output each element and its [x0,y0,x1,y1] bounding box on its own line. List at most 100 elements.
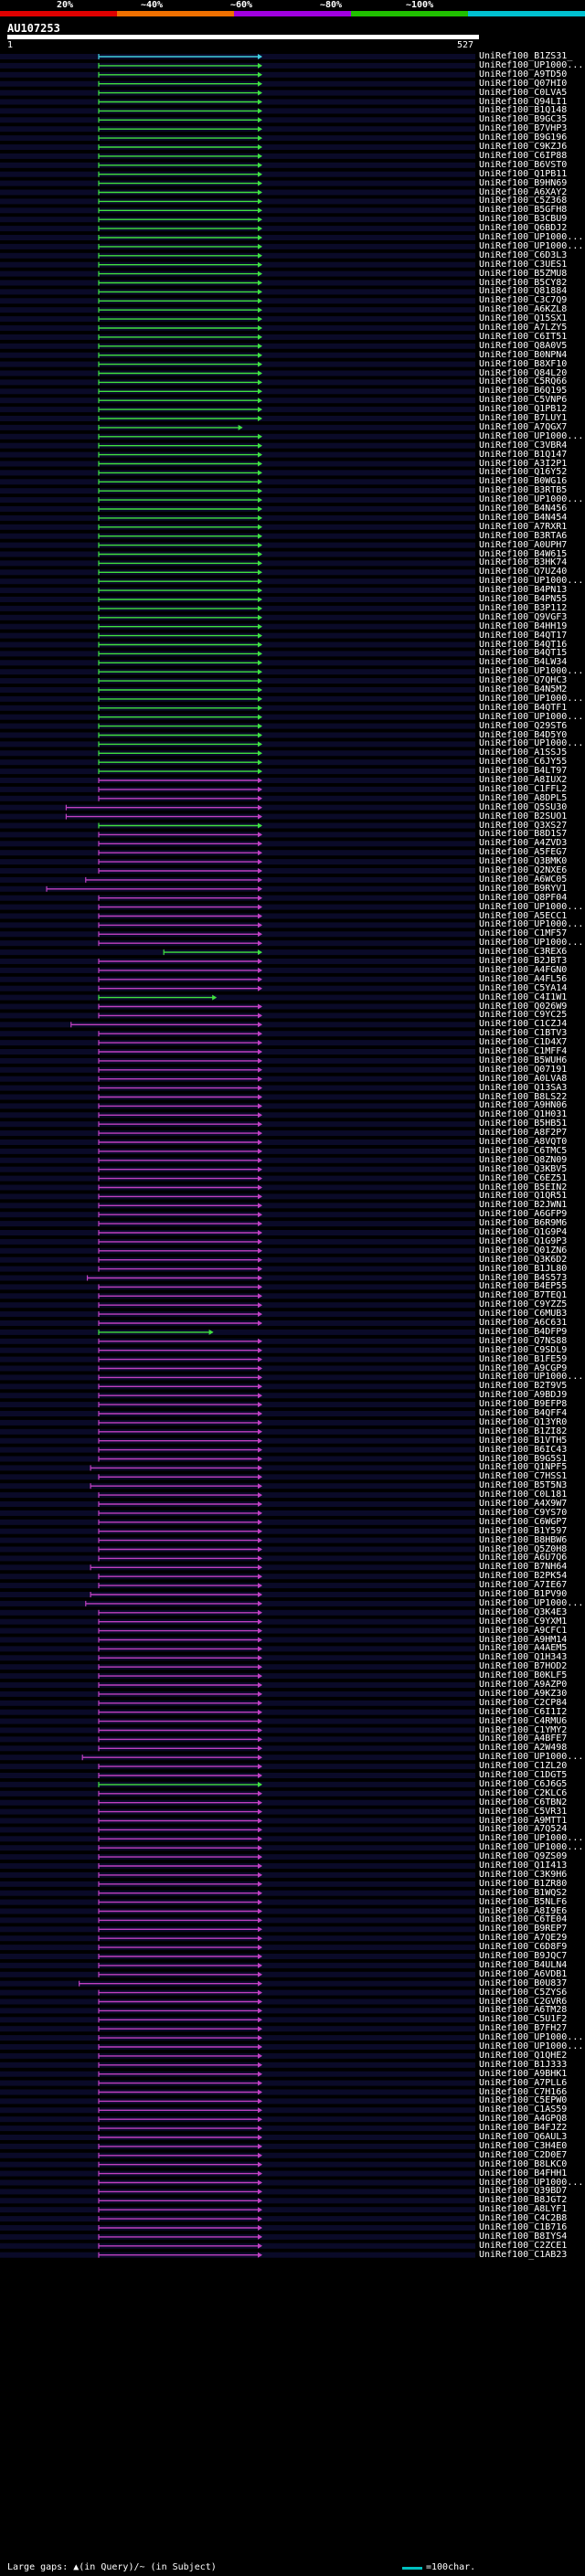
hit-label[interactable]: UniRef100_B4S573 [479,1272,568,1283]
hit-label[interactable]: UniRef100_UP1000... [479,2177,584,2188]
hit-label[interactable]: UniRef100_B1ZS31_ [479,51,573,61]
hit-label[interactable]: UniRef100_B9G196 [479,133,568,143]
hit-label[interactable]: UniRef100_A4X9W7 [479,1499,568,1509]
hit-label[interactable]: UniRef100_A4FGN0 [479,964,568,975]
hit-label[interactable]: UniRef100_C6D3L3 [479,249,568,260]
hit-label[interactable]: UniRef100_UP1000... [479,576,584,587]
hit-label[interactable]: UniRef100_C6TBN2 [479,1797,568,1807]
hit-label[interactable]: UniRef100_Q81884 [479,286,568,297]
hit-label[interactable]: UniRef100_B4QT15 [479,648,568,659]
hit-label[interactable]: UniRef100_UP1000... [479,2032,584,2043]
hit-label[interactable]: UniRef100_B1Q147 [479,449,568,460]
hit-label[interactable]: UniRef100_B1WQS2 [479,1887,568,1898]
hit-label[interactable]: UniRef100_UP1000... [479,1597,584,1608]
hit-label[interactable]: UniRef100_B8XF10 [479,358,568,369]
hit-label[interactable]: UniRef100_Q1QR51 [479,1191,568,1202]
hit-label[interactable]: UniRef100_C7H166 [479,2086,568,2097]
hit-label[interactable]: UniRef100_A9BDJ9 [479,1390,568,1401]
hit-label[interactable]: UniRef100_C1ZL20 [479,1761,568,1772]
hit-label[interactable]: UniRef100_A4ZVD3 [479,838,568,849]
hit-label[interactable]: UniRef100_B4PN55 [479,594,568,604]
hit-label[interactable]: UniRef100_A6TM28 [479,2005,568,2016]
hit-label[interactable]: UniRef100_C4RMU6 [479,1715,568,1726]
hit-label[interactable]: UniRef100_B1Q148 [479,105,568,116]
hit-label[interactable]: UniRef100_Q16Y52 [479,467,568,478]
hit-label[interactable]: UniRef100_A6KZL8 [479,304,568,315]
hit-label[interactable]: UniRef100_B5ZMU8 [479,268,568,279]
hit-label[interactable]: UniRef100_C5YA14 [479,982,568,993]
hit-label[interactable]: UniRef100_Q3K6D2 [479,1254,568,1265]
hit-label[interactable]: UniRef100_B7VHP3 [479,123,568,134]
hit-label[interactable]: UniRef100_UP1000... [479,919,584,930]
hit-label[interactable]: UniRef100_Q1NPF5 [479,1462,568,1473]
hit-label[interactable]: UniRef100_C6MUB3 [479,1309,568,1320]
hit-label[interactable]: UniRef100_B4QTF1 [479,702,568,713]
hit-label[interactable]: UniRef100_Q7UZ40 [479,567,568,578]
hit-label[interactable]: UniRef100_Q39BD7 [479,2186,568,2197]
hit-label[interactable]: UniRef100_B6R9M6 [479,1218,568,1229]
hit-label[interactable]: UniRef100_C4I1W1 [479,991,568,1002]
hit-label[interactable]: UniRef100_C9SDL9 [479,1344,568,1355]
hit-label[interactable]: UniRef100_UP1000... [479,711,584,722]
hit-label[interactable]: UniRef100_Q026W9 [479,1001,568,1012]
hit-label[interactable]: UniRef100_B4DFP9 [479,1326,568,1337]
hit-label[interactable]: UniRef100_C9YZZ5 [479,1299,568,1310]
hit-label[interactable]: UniRef100_B5EIN2 [479,1182,568,1193]
hit-label[interactable]: UniRef100_A9KZ30 [479,1688,568,1699]
hit-label[interactable]: UniRef100_Q3BMK0 [479,856,568,867]
hit-label[interactable]: UniRef100_A9HM14 [479,1634,568,1645]
hit-label[interactable]: UniRef100_B7NH64 [479,1562,568,1573]
hit-label[interactable]: UniRef100_Q1QHE2 [479,2050,568,2061]
hit-label[interactable]: UniRef100_Q1I413 [479,1860,568,1871]
hit-label[interactable]: UniRef100_UP1000... [479,2041,584,2051]
hit-label[interactable]: UniRef100_B4W615 [479,548,568,559]
hit-label[interactable]: UniRef100_A6C631 [479,1318,568,1328]
hit-label[interactable]: UniRef100_B5CY82 [479,277,568,288]
hit-label[interactable]: UniRef100_B5WUH6 [479,1055,568,1065]
hit-label[interactable]: UniRef100_C1MFF4 [479,1046,568,1056]
hit-label[interactable]: UniRef100_B9RYV1 [479,883,568,894]
hit-label[interactable]: UniRef100_C6J6G5 [479,1778,568,1789]
hit-label[interactable]: UniRef100_UP1000... [479,901,584,912]
hit-label[interactable]: UniRef100_B7HOD2 [479,1661,568,1672]
hit-label[interactable]: UniRef100_UP1000... [479,738,584,749]
hit-label[interactable]: UniRef100_C6WGP7 [479,1516,568,1527]
hit-label[interactable]: UniRef100_UP1000... [479,666,584,677]
hit-label[interactable]: UniRef100_B5HB51 [479,1118,568,1129]
hit-label[interactable]: UniRef100_B8D1S7 [479,829,568,840]
hit-label[interactable]: UniRef100_C2GVR6 [479,1996,568,2007]
hit-label[interactable]: UniRef100_C2ZCE1 [479,2240,568,2251]
hit-label[interactable]: UniRef100_B3RTA6 [479,530,568,541]
hit-label[interactable]: UniRef100_C1YMY2 [479,1724,568,1735]
hit-label[interactable]: UniRef100_A6VDB1 [479,1968,568,1979]
hit-label[interactable]: UniRef100_UP1000... [479,1752,584,1763]
hit-label[interactable]: UniRef100_B4FHH1 [479,2168,568,2178]
hit-label[interactable]: UniRef100_C3K9H6 [479,1869,568,1880]
hit-label[interactable]: UniRef100_B7LUY1 [479,413,568,423]
hit-label[interactable]: UniRef100_Q8ZN09 [479,1154,568,1165]
hit-label[interactable]: UniRef100_A3I2P1 [479,458,568,469]
hit-label[interactable]: UniRef100_B4QFF4 [479,1408,568,1418]
hit-label[interactable]: UniRef100_C0L181 [479,1489,568,1500]
hit-label[interactable]: UniRef100_Q3XS27 [479,820,568,831]
hit-label[interactable]: UniRef100_A8IUX2 [479,775,568,785]
hit-label[interactable]: UniRef100_B8IYS4 [479,2231,568,2242]
hit-label[interactable]: UniRef100_C0LVA5 [479,87,568,98]
hit-label[interactable]: UniRef100_B4N5M2 [479,684,568,694]
hit-label[interactable]: UniRef100_C2D0E7 [479,2149,568,2160]
hit-label[interactable]: UniRef100_Q1G9P4 [479,1227,568,1237]
hit-label[interactable]: UniRef100_UP1000... [479,430,584,441]
hit-label[interactable]: UniRef100_A9HN06 [479,1100,568,1111]
hit-label[interactable]: UniRef100_A7QE29 [479,1933,568,1944]
hit-label[interactable]: UniRef100_C3REX6 [479,947,568,958]
hit-label[interactable]: UniRef100_Q7QHC3 [479,675,568,686]
hit-label[interactable]: UniRef100_A8DPL5 [479,792,568,803]
hit-label[interactable]: UniRef100_B2SUO1 [479,811,568,822]
hit-label[interactable]: UniRef100_Q9ZS09 [479,1851,568,1862]
hit-label[interactable]: UniRef100_B1ZR80 [479,1878,568,1889]
hit-label[interactable]: UniRef100_B3CBU9 [479,214,568,225]
hit-label[interactable]: UniRef100_B2JWN1 [479,1200,568,1211]
hit-label[interactable]: UniRef100_B7TEQ1 [479,1290,568,1301]
hit-label[interactable]: UniRef100_C1CZJ4 [479,1019,568,1030]
hit-label[interactable]: UniRef100_A6XAY2 [479,186,568,197]
